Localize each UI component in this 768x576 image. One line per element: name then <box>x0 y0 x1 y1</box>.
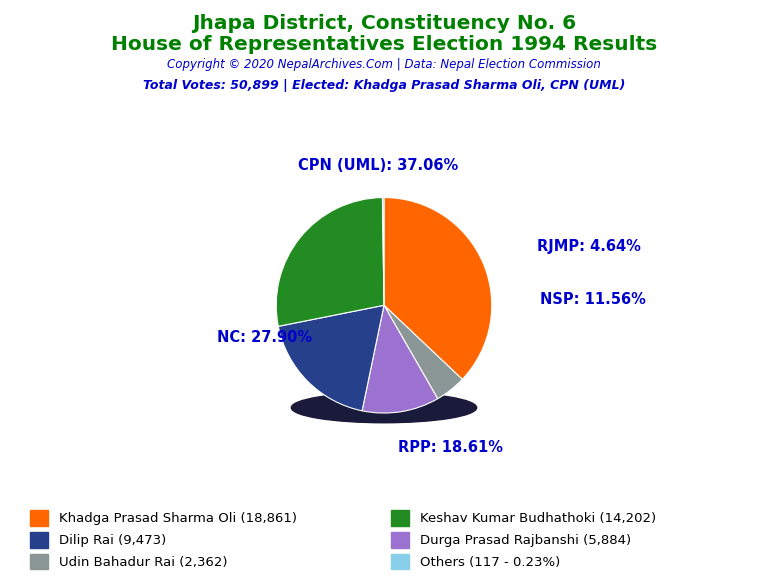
Legend: Keshav Kumar Budhathoki (14,202), Durga Prasad Rajbanshi (5,884), Others (117 - : Keshav Kumar Budhathoki (14,202), Durga … <box>391 510 656 570</box>
Text: RPP: 18.61%: RPP: 18.61% <box>399 440 503 455</box>
Wedge shape <box>384 198 492 380</box>
Text: Copyright © 2020 NepalArchives.Com | Data: Nepal Election Commission: Copyright © 2020 NepalArchives.Com | Dat… <box>167 58 601 71</box>
Text: NSP: 11.56%: NSP: 11.56% <box>540 293 646 308</box>
Ellipse shape <box>291 393 477 423</box>
Text: NC: 27.90%: NC: 27.90% <box>217 330 312 345</box>
Wedge shape <box>382 198 384 305</box>
Wedge shape <box>384 305 462 399</box>
Wedge shape <box>362 305 438 413</box>
Text: Total Votes: 50,899 | Elected: Khadga Prasad Sharma Oli, CPN (UML): Total Votes: 50,899 | Elected: Khadga Pr… <box>143 79 625 93</box>
Wedge shape <box>276 198 384 327</box>
Text: Jhapa District, Constituency No. 6: Jhapa District, Constituency No. 6 <box>192 14 576 33</box>
Text: RJMP: 4.64%: RJMP: 4.64% <box>537 238 641 253</box>
Wedge shape <box>278 305 384 411</box>
Legend: Khadga Prasad Sharma Oli (18,861), Dilip Rai (9,473), Udin Bahadur Rai (2,362): Khadga Prasad Sharma Oli (18,861), Dilip… <box>30 510 296 570</box>
Text: House of Representatives Election 1994 Results: House of Representatives Election 1994 R… <box>111 35 657 54</box>
Text: CPN (UML): 37.06%: CPN (UML): 37.06% <box>299 158 458 173</box>
